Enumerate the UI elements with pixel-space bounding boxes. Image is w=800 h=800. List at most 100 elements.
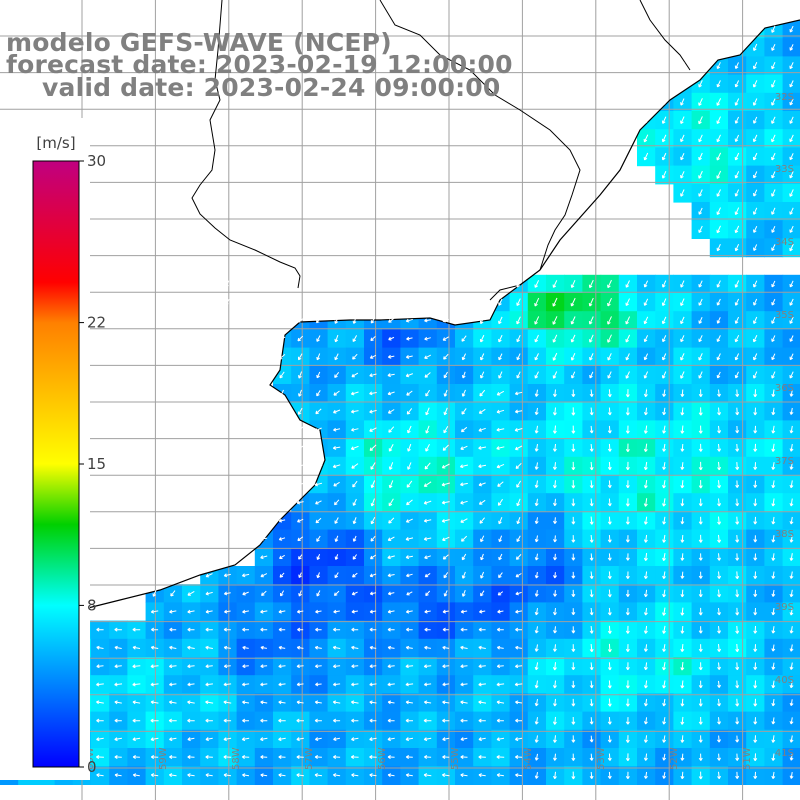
wind-arrow bbox=[698, 316, 703, 324]
wind-arrow bbox=[534, 626, 539, 634]
wind-arrow bbox=[716, 243, 721, 252]
wind-arrow bbox=[625, 771, 630, 780]
wind-arrow bbox=[698, 189, 703, 197]
wind-arrow bbox=[643, 735, 648, 743]
wind-arrow bbox=[789, 571, 794, 579]
wind-arrow bbox=[351, 372, 359, 378]
wind-arrow bbox=[717, 662, 721, 670]
wind-arrow bbox=[698, 771, 703, 780]
wind-arrow bbox=[333, 390, 340, 396]
wind-arrow bbox=[753, 480, 758, 488]
wind-arrow bbox=[771, 443, 776, 452]
wind-arrow bbox=[753, 553, 758, 561]
wind-arrow bbox=[698, 626, 703, 634]
wind-arrow bbox=[114, 755, 122, 760]
wind-arrow bbox=[387, 737, 395, 742]
wind-arrow bbox=[571, 716, 576, 725]
wind-arrow bbox=[643, 353, 649, 361]
wind-arrow bbox=[496, 700, 505, 705]
wind-arrow bbox=[680, 443, 685, 452]
wind-arrow bbox=[716, 225, 721, 234]
wind-arrow bbox=[589, 480, 594, 489]
wind-arrow bbox=[424, 555, 431, 560]
legend-tick-label: 15 bbox=[87, 455, 106, 473]
wind-arrow bbox=[387, 609, 395, 614]
wind-arrow bbox=[423, 664, 432, 669]
wind-arrow bbox=[771, 353, 776, 361]
wind-arrow bbox=[753, 644, 758, 652]
wind-arrow bbox=[334, 572, 339, 579]
wind-arrow bbox=[314, 700, 322, 705]
wind-arrow bbox=[424, 318, 431, 323]
wind-arrow bbox=[405, 664, 414, 669]
wind-arrow bbox=[625, 98, 630, 106]
wind-arrow bbox=[662, 698, 667, 707]
lon-label: 51W bbox=[742, 747, 753, 770]
wind-arrow bbox=[552, 716, 557, 725]
wind-arrow bbox=[405, 318, 413, 323]
valid-date: valid date: 2023-02-24 09:00:00 bbox=[42, 73, 501, 102]
wind-arrow bbox=[223, 591, 231, 596]
wind-arrow bbox=[387, 718, 395, 723]
wind-arrow bbox=[278, 518, 286, 523]
wind-arrow bbox=[607, 535, 612, 543]
wind-arrow bbox=[607, 771, 612, 779]
wind-arrow bbox=[789, 243, 794, 252]
wind-arrow bbox=[662, 735, 667, 743]
wind-arrow bbox=[278, 537, 286, 541]
wind-arrow bbox=[553, 626, 557, 634]
wind-arrow bbox=[333, 427, 341, 432]
wind-arrow bbox=[496, 737, 505, 742]
wind-arrow bbox=[571, 571, 576, 579]
wind-arrow bbox=[680, 43, 685, 52]
wind-arrow bbox=[589, 680, 594, 689]
wind-arrow bbox=[698, 607, 703, 616]
wind-arrow bbox=[351, 609, 358, 614]
wind-arrow bbox=[479, 334, 485, 343]
wind-arrow bbox=[478, 773, 486, 778]
wind-arrow bbox=[789, 389, 794, 397]
wind-arrow bbox=[553, 572, 557, 579]
wind-arrow bbox=[753, 171, 758, 179]
wind-arrow bbox=[698, 461, 703, 471]
wind-arrow bbox=[496, 390, 505, 396]
wind-arrow bbox=[662, 25, 667, 33]
wind-arrow bbox=[552, 425, 557, 434]
wind-arrow bbox=[753, 516, 758, 525]
wind-arrow bbox=[735, 535, 740, 543]
wind-arrow bbox=[423, 500, 432, 505]
wind-arrow bbox=[771, 407, 776, 416]
wind-arrow bbox=[516, 517, 521, 525]
wind-arrow bbox=[680, 171, 685, 179]
wind-arrow bbox=[332, 773, 341, 778]
wind-arrow bbox=[589, 43, 594, 51]
wind-arrow bbox=[296, 664, 304, 669]
wind-arrow bbox=[625, 116, 630, 124]
wind-arrow bbox=[625, 25, 630, 33]
wind-arrow bbox=[571, 461, 576, 471]
wind-arrow bbox=[405, 700, 413, 705]
wind-arrow bbox=[698, 571, 703, 579]
wind-arrow bbox=[589, 607, 594, 616]
wind-arrow bbox=[314, 737, 322, 741]
wind-arrow bbox=[698, 716, 703, 725]
wind-arrow bbox=[423, 700, 432, 705]
wind-arrow bbox=[334, 316, 339, 324]
wind-arrow bbox=[643, 316, 649, 325]
wind-arrow bbox=[187, 590, 195, 596]
wind-arrow bbox=[680, 134, 685, 143]
wind-arrow bbox=[496, 463, 505, 469]
wind-arrow bbox=[460, 645, 468, 650]
wind-arrow bbox=[498, 298, 503, 306]
wind-arrow bbox=[553, 498, 557, 507]
wind-arrow bbox=[589, 25, 594, 33]
wind-arrow bbox=[625, 425, 630, 434]
wind-arrow bbox=[625, 371, 630, 379]
wind-arrow bbox=[589, 498, 594, 507]
wind-arrow bbox=[716, 353, 721, 361]
wind-arrow bbox=[516, 535, 521, 543]
wind-arrow bbox=[296, 318, 304, 323]
wind-arrow bbox=[516, 353, 521, 361]
wind-arrow bbox=[278, 354, 286, 360]
wind-arrow bbox=[589, 553, 594, 561]
